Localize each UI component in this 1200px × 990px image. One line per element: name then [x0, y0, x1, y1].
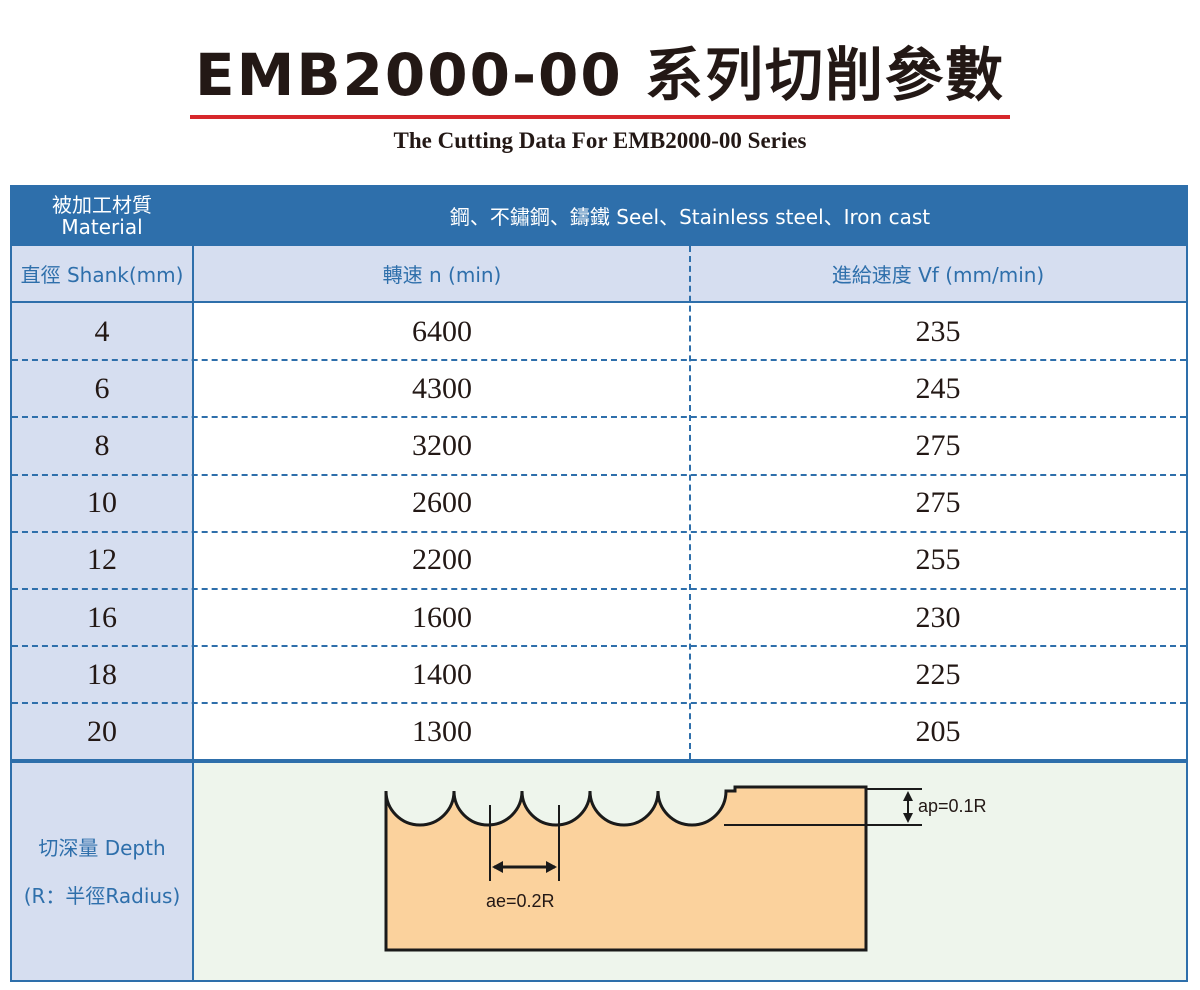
speed-cell: 1600: [412, 600, 472, 634]
page-subtitle: The Cutting Data For EMB2000-00 Series: [393, 128, 807, 153]
shank-cell: 10: [87, 486, 117, 520]
feed-cell: 235: [915, 314, 961, 348]
ap-arrow-down: [903, 813, 913, 823]
row-divider: [12, 588, 1186, 590]
shank-cell: 12: [87, 543, 117, 577]
speed-cell: 1400: [412, 657, 472, 691]
row-divider: [12, 473, 1186, 476]
shank-cell: 16: [87, 600, 117, 634]
ae-arrow-left: [492, 861, 503, 873]
ap-arrow-up: [903, 791, 913, 801]
feed-cell: 205: [915, 714, 961, 748]
depth-diagram-cell: ap=0.1R ae=0.2R: [194, 763, 1186, 980]
speed-cell: 6400: [412, 314, 472, 348]
feed-cell: 245: [915, 371, 961, 405]
title-divider: [190, 115, 1010, 119]
feed-cell: 275: [915, 428, 961, 462]
shank-header: 直徑 Shank(mm): [12, 246, 192, 301]
shank-cell: 6: [94, 371, 110, 405]
row-divider: [12, 359, 1186, 362]
material-label-en: Material: [61, 214, 143, 239]
material-label-zh: 被加工材質: [52, 192, 152, 217]
title-area: EMB2000-00 系列切削參數: [0, 30, 1200, 120]
depth-radius-note: (R：半徑Radius): [23, 883, 181, 908]
cutting-data-table: 被加工材質 Material 鋼、不鏽鋼、鑄鐵 Seel、Stainless s…: [10, 185, 1188, 982]
row-divider: [12, 702, 1186, 705]
material-label: 被加工材質 Material: [12, 187, 192, 244]
ap-label: ap=0.1R: [918, 796, 987, 816]
speed-cell: 2600: [412, 486, 472, 520]
feed-cell: 230: [915, 600, 961, 634]
page-title: EMB2000-00 系列切削參數: [195, 41, 1005, 109]
feed-header: 進給速度 Vf (mm/min): [690, 246, 1186, 301]
row-divider: [12, 416, 1186, 419]
speed-header: 轉速 n (min): [194, 246, 690, 301]
depth-label: 切深量 Depth: [38, 835, 166, 860]
column-divider: [689, 246, 691, 759]
workpiece-shape: [384, 785, 868, 952]
speed-cell: 4300: [412, 371, 472, 405]
feed-cell: 255: [915, 543, 961, 577]
depth-label-cell: 切深量 Depth (R：半徑Radius): [12, 763, 192, 980]
ae-arrow-right: [546, 861, 557, 873]
row-divider: [12, 530, 1186, 533]
material-value: 鋼、不鏽鋼、鑄鐵 Seel、Stainless steel、Iron cast: [194, 187, 1186, 244]
speed-cell: 1300: [412, 714, 472, 748]
feed-cell: 225: [915, 657, 961, 691]
row-divider: [12, 645, 1186, 648]
speed-cell: 2200: [412, 543, 472, 577]
shank-cell: 20: [87, 714, 117, 748]
feed-cell: 275: [915, 486, 961, 520]
shank-cell: 8: [94, 428, 110, 462]
shank-cell: 4: [94, 314, 110, 348]
cutting-depth-diagram: ap=0.1R ae=0.2R: [384, 785, 987, 952]
ae-label: ae=0.2R: [486, 891, 555, 911]
shank-cell: 18: [87, 657, 117, 691]
speed-cell: 3200: [412, 428, 472, 462]
